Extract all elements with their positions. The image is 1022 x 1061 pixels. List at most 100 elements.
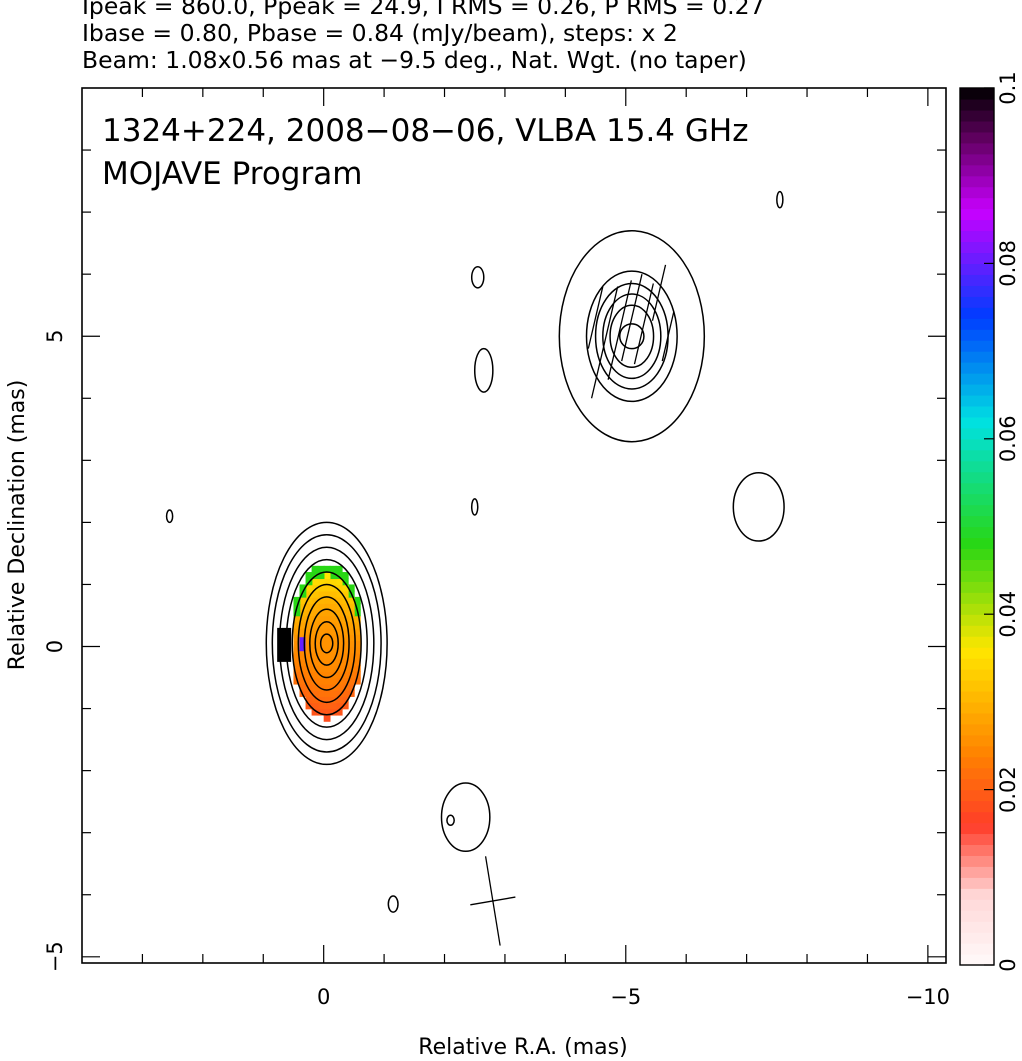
evpa-tick [607,280,632,380]
polarization-pixel [323,658,331,666]
polarization-pixel [299,637,306,652]
y-axis-title: Relative Declination (mas) [5,380,30,671]
polarization-pixel [299,627,307,635]
polarization-pixel [311,578,319,586]
colorbar-segment [960,800,994,813]
polarization-pixel [353,658,361,666]
colorbar: 0 0.02 0.04 0.06 0.08 0.1 [959,71,1020,972]
colorbar-segment [960,625,994,637]
header-base-line: Ibase = 0.80, Pbase = 0.84 (mJy/beam), s… [82,19,678,47]
polarization-pixel [311,609,319,617]
polarization-pixel [335,640,343,648]
polarization-pixel [311,621,319,629]
polarization-pixel [335,578,343,586]
colorbar-tick-label: 0.02 [996,766,1020,813]
colorbar-segment [960,471,994,484]
polarization-pixel [317,677,325,685]
polarization-pixel [323,596,331,604]
polarization-pixel [347,646,355,654]
x-tick-label: −10 [906,985,950,1009]
y-tick-labels: −5 0 5 [43,330,67,973]
polarization-pixel [329,702,337,710]
colorbar-segment [960,811,994,824]
polarization-pixel [341,652,349,660]
polarization-pixel [299,621,307,629]
polarization-pixel [353,640,361,648]
colorbar-segment [960,274,994,286]
colorbar-segment [960,252,994,264]
polarization-pixel [317,689,325,697]
colorbar-segment [960,219,994,232]
colorbar-segment [960,383,994,396]
colorbar-segment [960,208,994,221]
polarization-pixel [341,646,349,654]
polarization-pixel [329,627,337,635]
polarization-pixel [323,590,331,598]
polarization-pixel [323,683,331,691]
colorbar-segment [960,559,994,571]
polarization-pixel [311,671,319,679]
polarization-pixel [341,671,349,679]
polarization-pixel [335,627,343,635]
colorbar-segment [960,723,994,736]
polarization-pixel [293,596,301,604]
polarization-pixel [317,702,325,710]
colorbar-segment [960,285,994,297]
polarization-pixel [323,584,331,592]
polarization-pixel [341,603,349,611]
polarization-pixel [329,590,337,598]
polarization-pixel [299,590,307,598]
polarization-pixel [353,615,361,623]
polarization-pixel [353,621,361,629]
colorbar-segment [960,822,994,835]
x-tick-labels: 0 −5 −10 [317,985,950,1009]
colorbar-segment [960,318,994,330]
polarization-pixel [353,652,361,660]
polarization-pixel [317,603,325,611]
noise-contour [387,895,399,913]
colorbar-segment [960,690,994,703]
evpa-tick [633,283,654,365]
colorbar-segment [960,712,994,725]
polarization-pixel [317,584,325,592]
colorbar-segment [960,767,994,780]
polarization-pixel [347,640,355,648]
evpa-tick [661,311,675,362]
polarization-pixel [323,615,331,623]
polarization-pixel [329,677,337,685]
colorbar-segment [960,789,994,802]
noise-contour [776,190,784,209]
polarization-pixel [353,596,361,604]
evpa-tick [590,286,619,399]
polarization-pixel [323,565,331,573]
polarization-pixel [323,696,331,704]
tick-layer [82,88,946,963]
polarization-pixel [299,665,307,673]
colorbar-segment [960,515,994,528]
polarization-pixel [293,634,301,642]
polarization-pixel [293,665,301,673]
x-axis-title: Relative R.A. (mas) [418,1035,627,1060]
polarization-pixel [335,696,343,704]
polarization-pixel [329,578,337,586]
jet-contour [602,293,662,380]
polarization-pixel [323,652,331,660]
polarization-pixel [323,708,331,716]
polarization-pixel [341,578,349,586]
polarization-pixel [311,708,319,716]
polarization-pixel [353,627,361,635]
polarization-pixel [305,696,313,704]
colorbar-segment [960,296,994,308]
polarization-pixel [335,702,343,710]
polarization-pixel [329,665,337,673]
evpa-tick [621,274,643,362]
polarization-pixel [341,634,349,642]
polarization-pixel [347,683,355,691]
polarization-pixel [305,677,313,685]
polarization-pixel [311,627,319,635]
polarization-pixel [311,658,319,666]
polarization-pixel [335,652,343,660]
polarization-pixel [305,615,313,623]
colorbar-segment [960,164,994,177]
